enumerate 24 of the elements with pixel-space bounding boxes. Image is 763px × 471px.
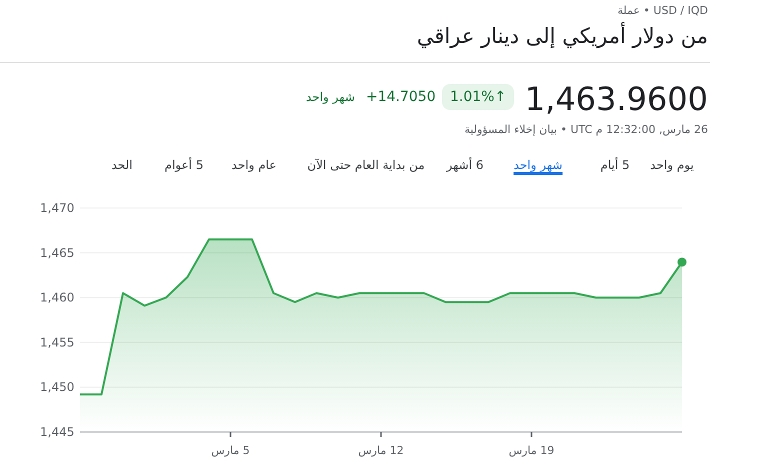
y-tick-label: 1,460	[40, 290, 74, 305]
text: 1.01%↑	[442, 84, 514, 110]
text: شهر واحد	[306, 90, 355, 104]
text: الحد	[111, 158, 133, 172]
x-tick-label: 12 مارس	[358, 444, 404, 457]
x-tick-label: 19 مارس	[508, 444, 554, 457]
text: 6 أشهر	[446, 158, 484, 172]
y-tick-label: 1,465	[40, 246, 74, 260]
text: 5 أعوام	[164, 158, 204, 172]
text: من بداية العام حتى الآن	[307, 158, 425, 172]
text: 5 أيام	[600, 158, 630, 172]
y-tick-label: 1,470	[40, 201, 74, 215]
text: 1,463.9600	[524, 80, 708, 118]
y-tick-label: 1,455	[40, 335, 74, 350]
text: يوم واحد	[650, 158, 694, 172]
chart-title: من دولار أمريكي إلى دينار عراقي	[416, 24, 708, 48]
text: +14.7050	[366, 89, 436, 105]
y-tick-label: 1,445	[40, 425, 74, 439]
x-tick-label: 5 مارس	[211, 444, 250, 457]
text: 26 مارس, 12:32:00 م UTC • بيان إخلاء المسؤولية	[464, 123, 708, 136]
text: USD / IQD • عملة	[617, 4, 708, 17]
text: شهر واحد	[514, 158, 562, 175]
y-tick-label: 1,450	[40, 380, 74, 394]
text: عام واحد	[232, 158, 276, 172]
